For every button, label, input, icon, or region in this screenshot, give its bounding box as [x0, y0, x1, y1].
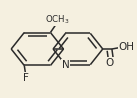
- Text: F: F: [23, 73, 28, 83]
- Text: OH: OH: [119, 42, 135, 52]
- Text: O: O: [106, 58, 114, 68]
- Text: N: N: [62, 60, 69, 70]
- Text: OCH$_3$: OCH$_3$: [45, 13, 69, 26]
